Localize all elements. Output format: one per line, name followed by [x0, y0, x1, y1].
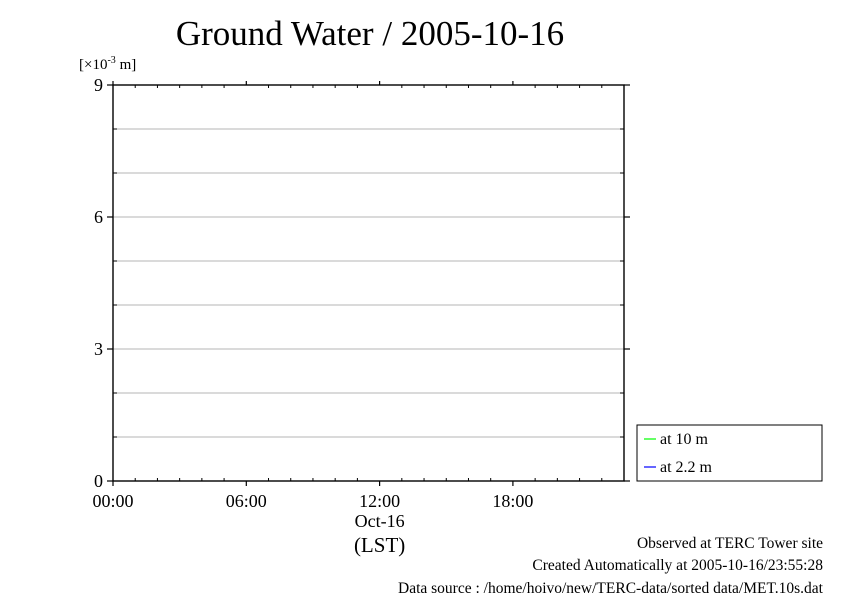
y-unit-base: [×10	[79, 57, 108, 73]
footer-data-source: Data source : /home/hoivo/new/TERC-data/…	[398, 580, 823, 597]
footer-created: Created Automatically at 2005-10-16/23:5…	[532, 557, 823, 574]
x-date-label: Oct-16	[355, 511, 405, 531]
y-axis-unit-label: [×10-3 m]	[79, 55, 136, 74]
y-tick-label-6: 6	[94, 207, 103, 227]
x-tick-labels: 00:00 06:00 12:00 18:00	[92, 491, 533, 511]
x-tick-label-12: 12:00	[359, 491, 400, 511]
y-tick-labels: 0 3 6 9	[94, 75, 103, 491]
legend-label-at-2-2m: at 2.2 m	[660, 459, 713, 476]
y-unit-exponent: -3	[107, 55, 116, 66]
x-timezone-label: (LST)	[354, 533, 405, 557]
chart-title: Ground Water / 2005-10-16	[175, 14, 565, 53]
y-tick-label-9: 9	[94, 75, 103, 95]
axis-ticks	[107, 81, 630, 486]
footer-observed: Observed at TERC Tower site	[636, 535, 823, 552]
y-tick-label-0: 0	[94, 471, 103, 491]
x-tick-label-18: 18:00	[492, 491, 533, 511]
plot-frame	[112, 84, 625, 482]
x-tick-label-0: 00:00	[92, 491, 133, 511]
legend-box	[636, 424, 823, 482]
grid-lines	[113, 128, 624, 438]
x-tick-label-6: 06:00	[226, 491, 267, 511]
legend-label-at-10m: at 10 m	[660, 431, 709, 448]
y-unit-suffix: m]	[115, 57, 137, 73]
y-tick-label-3: 3	[94, 339, 103, 359]
